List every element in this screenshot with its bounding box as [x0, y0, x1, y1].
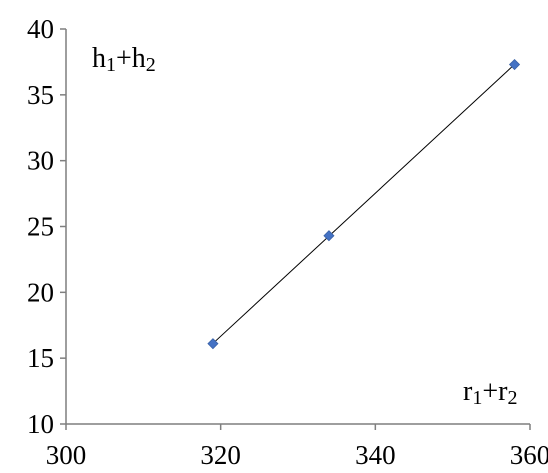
- data-point: [323, 230, 335, 242]
- plot-area: [207, 58, 521, 350]
- y-tick-label: 30: [27, 146, 54, 176]
- y-tick-label: 15: [27, 343, 54, 373]
- y-tick-label: 25: [27, 212, 54, 242]
- data-point: [508, 58, 521, 71]
- x-tick-label: 360: [510, 440, 548, 470]
- x-tick-label: 340: [355, 440, 396, 470]
- y-ticks: 10 15 20 25 30 35 40: [27, 14, 66, 439]
- y-tick-label: 20: [27, 277, 54, 307]
- x-ticks: 300 320 340 360: [46, 424, 548, 470]
- x-tick-label: 320: [200, 440, 241, 470]
- y-tick-label: 10: [27, 409, 54, 439]
- x-axis-label: r1+r2: [463, 376, 517, 409]
- y-axis-label: h1+h2: [92, 43, 156, 76]
- axes: [65, 29, 530, 425]
- trendline: [212, 64, 515, 344]
- y-tick-label: 40: [27, 14, 54, 44]
- y-tick-label: 35: [27, 80, 54, 110]
- x-tick-label: 300: [46, 440, 87, 470]
- data-point: [207, 338, 219, 350]
